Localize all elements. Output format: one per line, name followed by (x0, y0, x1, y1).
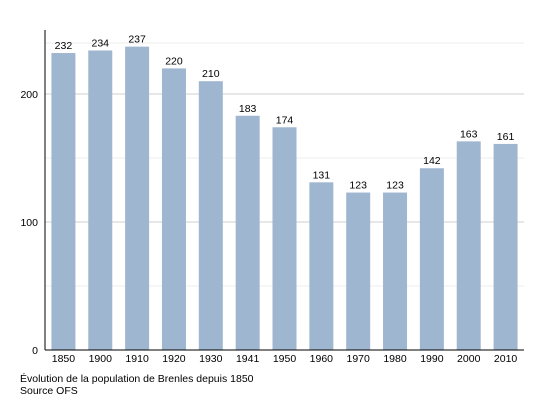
x-tick-label: 1980 (383, 353, 407, 365)
x-tick-label: 1970 (347, 353, 371, 365)
bar-1970 (346, 192, 371, 350)
x-tick-label: 2000 (457, 353, 481, 365)
bar-1910 (125, 46, 150, 350)
y-tick-label: 0 (32, 345, 38, 357)
x-tick-label: 1920 (162, 353, 186, 365)
data-label: 210 (202, 68, 220, 80)
data-label: 131 (313, 169, 331, 181)
bar-1930 (198, 81, 223, 350)
bar-1990 (419, 168, 444, 350)
y-tick-label: 100 (20, 217, 38, 229)
data-label: 123 (349, 180, 367, 192)
data-label: 237 (128, 34, 146, 46)
bar-1920 (161, 68, 186, 351)
x-tick-label: 2010 (494, 353, 518, 365)
data-label: 161 (497, 131, 515, 143)
chart-source: Source OFS (20, 385, 78, 397)
y-tick-label: 200 (20, 89, 38, 101)
x-tick-label: 1850 (52, 353, 76, 365)
data-label: 220 (165, 55, 183, 67)
bar-1850 (51, 53, 76, 350)
bar-1900 (88, 50, 113, 350)
chart-caption: Évolution de la population de Brenles de… (20, 373, 254, 385)
x-tick-labels: 1850 1900 1910 1920 1930 1941 1950 1960 1970 1980… (52, 353, 518, 365)
data-label: 142 (423, 155, 441, 167)
data-label: 232 (55, 40, 73, 52)
x-tick-label: 1950 (273, 353, 297, 365)
x-tick-label: 1910 (125, 353, 149, 365)
data-label: 174 (276, 114, 294, 126)
bars (51, 46, 518, 351)
bar-2000 (456, 141, 481, 350)
x-tick-label: 1930 (199, 353, 223, 365)
data-label: 163 (460, 128, 478, 140)
data-label: 234 (92, 37, 110, 49)
x-tick-label: 1990 (420, 353, 444, 365)
x-tick-label: 1960 (310, 353, 334, 365)
bar-2010 (493, 143, 518, 350)
bar-1950 (272, 127, 297, 350)
bar-1960 (309, 182, 334, 350)
x-tick-label: 1941 (236, 353, 260, 365)
bar-1980 (383, 192, 408, 350)
y-tick-labels: 0 100 200 (20, 89, 38, 357)
data-label: 183 (239, 103, 257, 115)
data-label: 123 (386, 180, 404, 192)
bar-1941 (235, 115, 260, 350)
x-tick-label: 1900 (89, 353, 113, 365)
data-labels: 232 234 237 220 210 183 174 131 123 123 142 163 161 (55, 34, 515, 192)
